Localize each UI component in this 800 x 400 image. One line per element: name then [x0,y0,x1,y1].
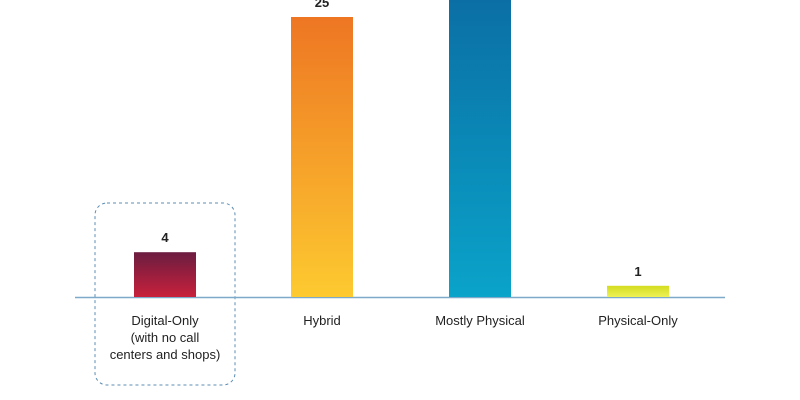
bar [291,17,353,297]
category-label: Physical-Only [598,313,678,328]
bar [134,252,196,297]
category-label: Mostly Physical [435,313,525,328]
category-label: Digital-Only (with no call centers and s… [109,313,221,362]
bar [449,0,511,297]
bar [607,285,669,297]
value-label: 1 [634,264,641,279]
category-label: Hybrid [303,313,341,328]
value-label: 25 [315,0,329,10]
value-label: 4 [161,230,169,245]
